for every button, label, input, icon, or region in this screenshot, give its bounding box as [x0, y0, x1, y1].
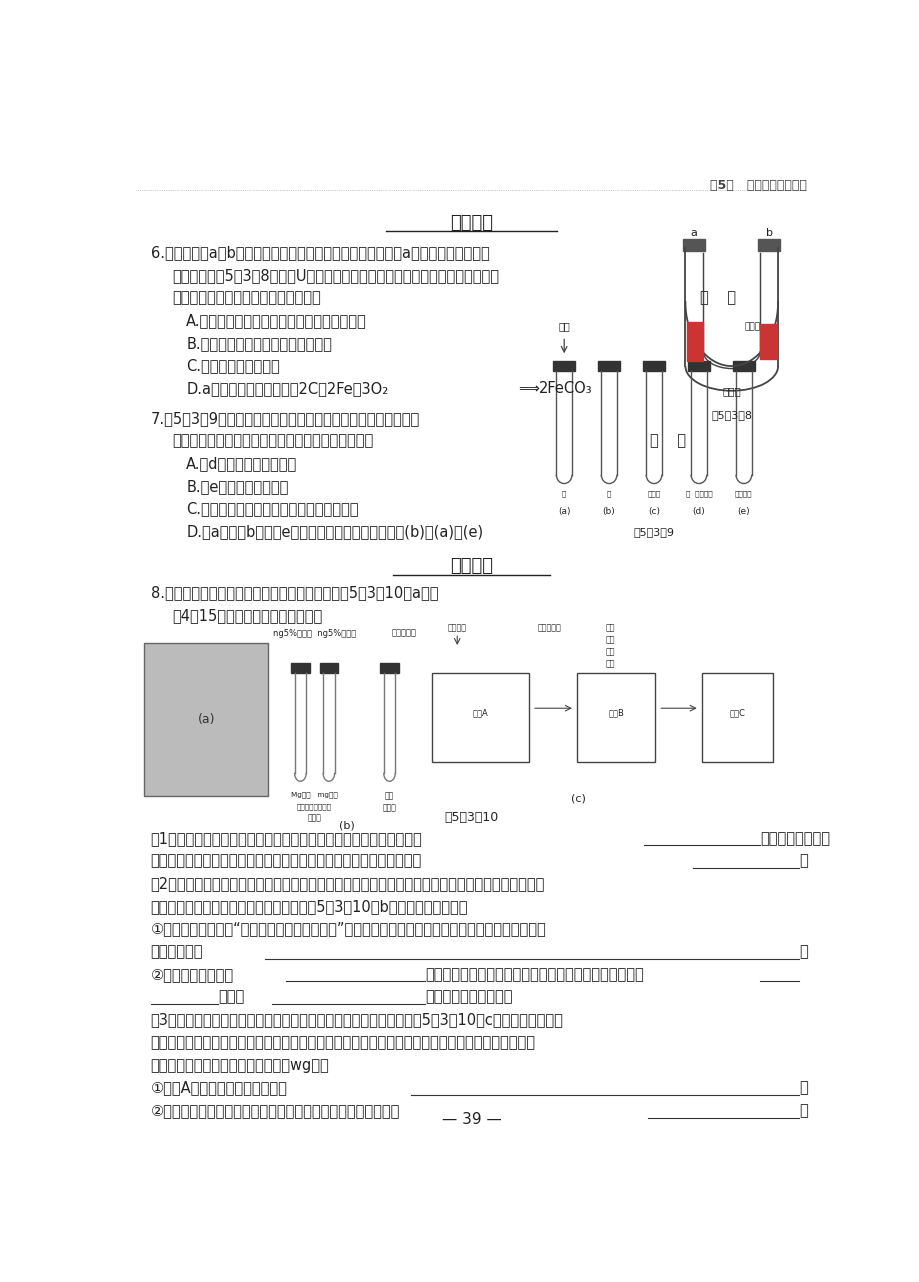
Text: （1）改装前的辽宁舰舰身锈迹斦斦，钓铁的锈蚀主要是铁与空气中的: （1）改装前的辽宁舰舰身锈迹斦斦，钓铁的锈蚀主要是铁与空气中的 — [151, 831, 422, 846]
Text: 实验二: 实验二 — [382, 803, 396, 812]
Text: (e): (e) — [737, 508, 749, 517]
Text: 氧气: 氧气 — [558, 322, 570, 332]
Text: B.（e）中的铁钉不生锈: B.（e）中的铁钉不生锈 — [186, 479, 289, 494]
Text: （    ）: （ ） — [649, 433, 685, 449]
Text: Mg锹片   mg铁片: Mg锹片 mg铁片 — [291, 791, 337, 797]
Text: 。: 。 — [799, 945, 808, 959]
Text: 。: 。 — [799, 854, 808, 868]
Text: 橡皮塞，如图5－3－8所示。U型玻璃管内为红墨水（开始时两端液面等高），放: 橡皮塞，如图5－3－8所示。U型玻璃管内为红墨水（开始时两端液面等高），放 — [172, 268, 498, 283]
Text: （    ）: （ ） — [698, 291, 735, 305]
Bar — [757, 238, 778, 250]
Text: 发散思维: 发散思维 — [449, 556, 493, 574]
Text: (b): (b) — [602, 508, 615, 517]
Bar — [759, 323, 776, 359]
Text: 2FeCO₃: 2FeCO₃ — [539, 381, 592, 396]
Text: 8.金属材料在我国国防建设中起着重要的作用，图5－3－10（a）为: 8.金属材料在我国国防建设中起着重要的作用，图5－3－10（a）为 — [151, 586, 437, 601]
Text: 实验一: 实验一 — [307, 814, 322, 823]
Text: ②要测定该赤铁矿样品中氧化铁的质量分数，需要测量的数据是: ②要测定该赤铁矿样品中氧化铁的质量分数，需要测量的数据是 — [151, 1104, 400, 1118]
Bar — [380, 663, 398, 673]
Text: 铁、铜三种金属的活动性顺序，设计了如图5－3－10（b）所示的两个实验；: 铁、铜三种金属的活动性顺序，设计了如图5－3－10（b）所示的两个实验； — [151, 899, 468, 914]
Text: 欧4－15飞机在辽宁舰甲板上起飞。: 欧4－15飞机在辽宁舰甲板上起飞。 — [172, 609, 322, 623]
Text: 。: 。 — [799, 1104, 808, 1118]
Text: 铁丝: 铁丝 — [384, 791, 393, 800]
Bar — [732, 362, 754, 370]
Text: 。: 。 — [799, 1081, 808, 1096]
Text: 赤铁矿晶体: 赤铁矿晶体 — [538, 624, 562, 633]
Bar — [683, 238, 704, 250]
Text: 图5－3－9: 图5－3－9 — [633, 527, 674, 537]
Text: ⟹: ⟹ — [517, 381, 539, 396]
Text: 水  干燥空气: 水 干燥空气 — [685, 491, 711, 497]
Text: 化铜: 化铜 — [605, 647, 615, 656]
Bar — [290, 663, 310, 673]
Text: 红墨水: 红墨水 — [743, 322, 760, 331]
Bar — [686, 322, 702, 362]
Text: b: b — [766, 228, 772, 238]
Text: 装置C: 装置C — [729, 708, 744, 717]
Text: 工业生产中常用稀盐酸除去铁制品表面的铁锈，该反应的化学方程式为: 工业生产中常用稀盐酸除去铁制品表面的铁锈，该反应的化学方程式为 — [151, 854, 422, 868]
Text: (a): (a) — [557, 508, 570, 517]
Text: 6.（多选）在a、b两支试管中加入体积相同的同种生铁块。在a中加入食盐水，塞上: 6.（多选）在a、b两支试管中加入体积相同的同种生铁块。在a中加入食盐水，塞上 — [151, 245, 489, 260]
Text: 合理，理由是: 合理，理由是 — [151, 945, 203, 959]
Bar — [642, 362, 664, 370]
Text: ②实验二中，若出现: ②实验二中，若出现 — [151, 967, 233, 982]
Text: 拓展提升: 拓展提升 — [449, 214, 493, 232]
Text: a: a — [690, 228, 697, 238]
Text: 水: 水 — [607, 491, 610, 497]
Text: 足量: 足量 — [605, 624, 615, 633]
Text: （2）为了避免轮船的钓质外壳被腐蚀，通常在轮船外壳上镟嵌比铁活动性强的金属。小明为探究锹、: （2）为了避免轮船的钓质外壳被腐蚀，通常在轮船外壳上镟嵌比铁活动性强的金属。小明… — [151, 876, 544, 891]
Text: A.生铁块中的主要成分是铁，也含有少量的碳: A.生铁块中的主要成分是铁，也含有少量的碳 — [186, 313, 367, 328]
Text: 图5－3－8: 图5－3－8 — [710, 410, 752, 420]
Bar — [319, 663, 338, 673]
Bar — [553, 362, 574, 370]
Text: (c): (c) — [571, 794, 585, 803]
Text: 一氧化碳: 一氧化碳 — [448, 624, 466, 633]
Text: D.a试管中发生的反应是：2C＋2Fe＋3O₂: D.a试管中发生的反应是：2C＋2Fe＋3O₂ — [186, 381, 388, 396]
Text: (c): (c) — [647, 508, 659, 517]
Text: 同环境中），实验一段时间后，得出的结论错误的是: 同环境中），实验一段时间后，得出的结论错误的是 — [172, 433, 373, 449]
Text: 图5－3－10: 图5－3－10 — [444, 812, 498, 824]
Text: （填基本反应类型）。: （填基本反应类型）。 — [425, 990, 512, 1005]
Text: (d): (d) — [692, 508, 705, 517]
Text: B.红墨水柱两边的液面变为左低右高: B.红墨水柱两边的液面变为左低右高 — [186, 336, 332, 351]
Text: 共同作用的结果。: 共同作用的结果。 — [759, 831, 829, 846]
Text: ①装置A中生成铁的化学方程式为: ①装置A中生成铁的化学方程式为 — [151, 1081, 288, 1096]
Text: ①实验一中，小明以“金属表面产生气泡的快慢”为标准来判断锹、铁的活动性强弱，有同学认为不够: ①实验一中，小明以“金属表面产生气泡的快慢”为标准来判断锹、铁的活动性强弱，有同… — [151, 922, 546, 937]
Text: 置一段时间后，下列有关叙述错误的是: 置一段时间后，下列有关叙述错误的是 — [172, 291, 321, 305]
Text: （3）辽宁舰的建造耗费了大量的钓材。某兴趣小组在实验室中用如图5－3－10（c）所示装置模拟炼: （3）辽宁舰的建造耗费了大量的钓材。某兴趣小组在实验室中用如图5－3－10（c）… — [151, 1013, 563, 1027]
Text: 植物油: 植物油 — [647, 491, 660, 497]
Text: (b): (b) — [338, 820, 354, 831]
FancyBboxPatch shape — [701, 673, 772, 762]
Text: 干燥空气: 干燥空气 — [734, 491, 752, 497]
Text: 7.图5－3－9是探究铁制品锈蚀的条件时做的五个实验（铁钉在不: 7.图5－3－9是探究铁制品锈蚀的条件时做的五个实验（铁钉在不 — [151, 410, 419, 426]
Text: 水: 水 — [562, 491, 566, 497]
Text: 装置B: 装置B — [607, 708, 623, 717]
Text: 现象，可证明铁的活动性强于铜，该反应的化学方程式为: 现象，可证明铁的活动性强于铜，该反应的化学方程式为 — [425, 967, 643, 982]
FancyBboxPatch shape — [143, 644, 268, 796]
Text: 参加反应，称量赤铁矿样品的质量为wg）。: 参加反应，称量赤铁矿样品的质量为wg）。 — [151, 1058, 329, 1073]
Text: (a): (a) — [198, 713, 215, 726]
Text: 第5章   金属的冶炼与利用: 第5章 金属的冶炼与利用 — [709, 178, 806, 191]
Text: D.（a）、（b）、（e）中铁钉生锈快慢的顺序为：(b)＞(a)＞(e): D.（a）、（b）、（e）中铁钉生锈快慢的顺序为：(b)＞(a)＞(e) — [186, 524, 482, 540]
Text: C.两试管中铁均被锈蚀: C.两试管中铁均被锈蚀 — [186, 359, 279, 373]
FancyBboxPatch shape — [432, 673, 528, 762]
Text: 硫酸铜溶液: 硫酸铜溶液 — [391, 628, 415, 637]
Text: （二者面积相同）: （二者面积相同） — [297, 803, 332, 810]
Bar — [597, 362, 619, 370]
Text: C.铁生锈的主要条件是与空气、水直接接触: C.铁生锈的主要条件是与空气、水直接接触 — [186, 501, 358, 517]
Text: A.（d）中铁钉生锈最严重: A.（d）中铁钉生锈最严重 — [186, 456, 297, 472]
Text: 生铁块: 生铁块 — [721, 386, 741, 396]
Text: 铁的化学原理，并测定赤铁矿中氧化铁的质量分数（装置气密性良好，反应完全且赤铁矿中的杂质不: 铁的化学原理，并测定赤铁矿中氧化铁的质量分数（装置气密性良好，反应完全且赤铁矿中… — [151, 1035, 535, 1050]
FancyBboxPatch shape — [576, 673, 654, 762]
Text: 氮氧: 氮氧 — [605, 636, 615, 645]
Text: ，属于: ，属于 — [218, 990, 244, 1005]
Text: 溶液: 溶液 — [605, 659, 615, 668]
Text: ng5%稀硫酸  ng5%稀盐酸: ng5%稀硫酸 ng5%稀盐酸 — [273, 628, 356, 637]
Bar — [687, 362, 709, 370]
Text: — 39 —: — 39 — — [441, 1111, 501, 1127]
Text: 装置A: 装置A — [471, 708, 487, 717]
